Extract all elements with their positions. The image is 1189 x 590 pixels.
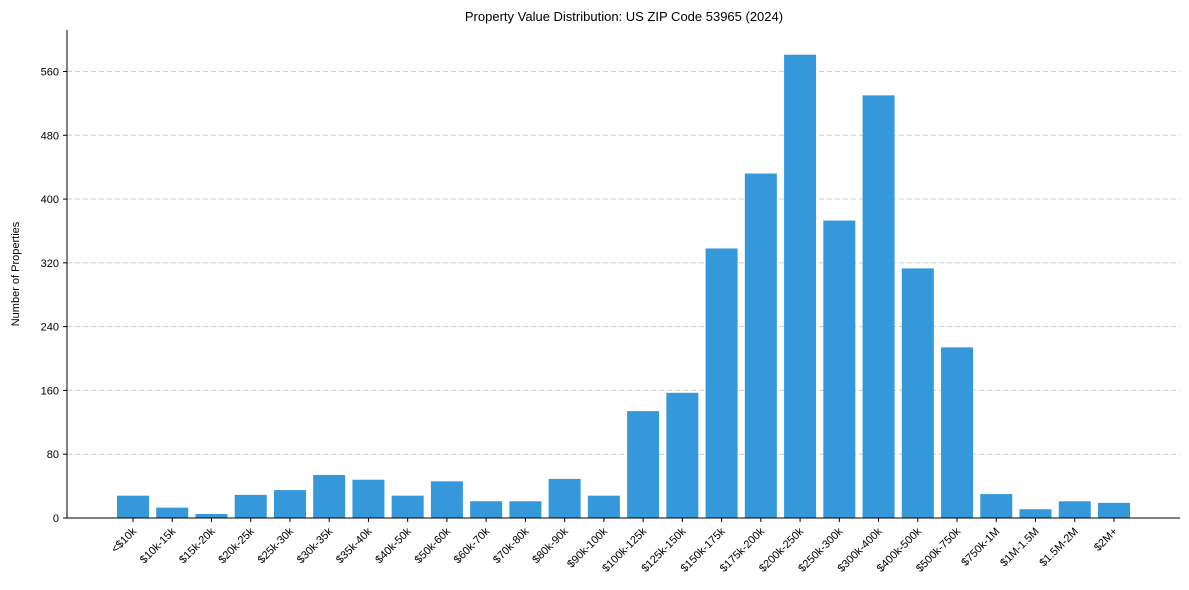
bar <box>587 495 620 518</box>
bar <box>1098 502 1130 518</box>
x-tick-label: $15k-20k <box>177 525 218 566</box>
bar <box>430 481 463 518</box>
y-tick-label: 240 <box>41 322 59 334</box>
x-tick-label: $2M+ <box>1092 526 1120 554</box>
bar <box>391 495 424 518</box>
bar <box>548 478 581 518</box>
bar <box>509 501 542 518</box>
bar <box>1058 501 1091 518</box>
x-tick-label: $25k-30k <box>256 525 297 566</box>
bar <box>862 95 895 518</box>
bar <box>627 411 660 518</box>
x-tick-label: $1M-1.5M <box>998 526 1042 570</box>
x-tick-label: $80k-90k <box>530 525 571 566</box>
bar <box>156 507 189 518</box>
bar <box>901 268 934 518</box>
bar <box>666 392 699 518</box>
x-tick-label: $30k-35k <box>295 525 336 566</box>
x-tick-label: $40k-50k <box>373 525 414 566</box>
x-tick-label: $10k-15k <box>138 525 179 566</box>
x-tick-label: $1.5M-2M <box>1037 526 1081 570</box>
bar <box>273 490 306 518</box>
chart-title: Property Value Distribution: US ZIP Code… <box>465 9 783 24</box>
y-tick-label: 320 <box>41 258 59 270</box>
y-tick-label: 160 <box>41 385 59 397</box>
bar <box>1019 509 1052 518</box>
bar <box>705 248 738 519</box>
y-tick-label: 0 <box>53 513 59 525</box>
bar <box>313 474 346 518</box>
x-tick-label: $750k-1M <box>959 526 1002 569</box>
bar <box>195 514 228 518</box>
x-tick-label: $50k-60k <box>413 525 454 566</box>
y-tick-label: 480 <box>41 130 59 142</box>
x-tick-label: $70k-80k <box>491 525 532 566</box>
y-tick-label: 560 <box>41 66 59 78</box>
bar <box>470 501 503 518</box>
y-tick-label: 80 <box>47 449 59 461</box>
x-tick-label: $20k-25k <box>216 525 257 566</box>
bar <box>117 495 149 518</box>
bar <box>823 220 856 518</box>
bar <box>352 479 385 518</box>
x-tick-label: $35k-40k <box>334 525 375 566</box>
y-tick-label: 400 <box>41 194 59 206</box>
x-tick-label: <$10k <box>109 525 139 555</box>
bar <box>234 494 267 518</box>
bar <box>980 494 1013 518</box>
y-axis-label: Number of Properties <box>10 221 22 326</box>
bar <box>784 54 817 518</box>
x-tick-label: $60k-70k <box>452 525 493 566</box>
bar <box>941 347 974 518</box>
bar <box>744 173 777 518</box>
